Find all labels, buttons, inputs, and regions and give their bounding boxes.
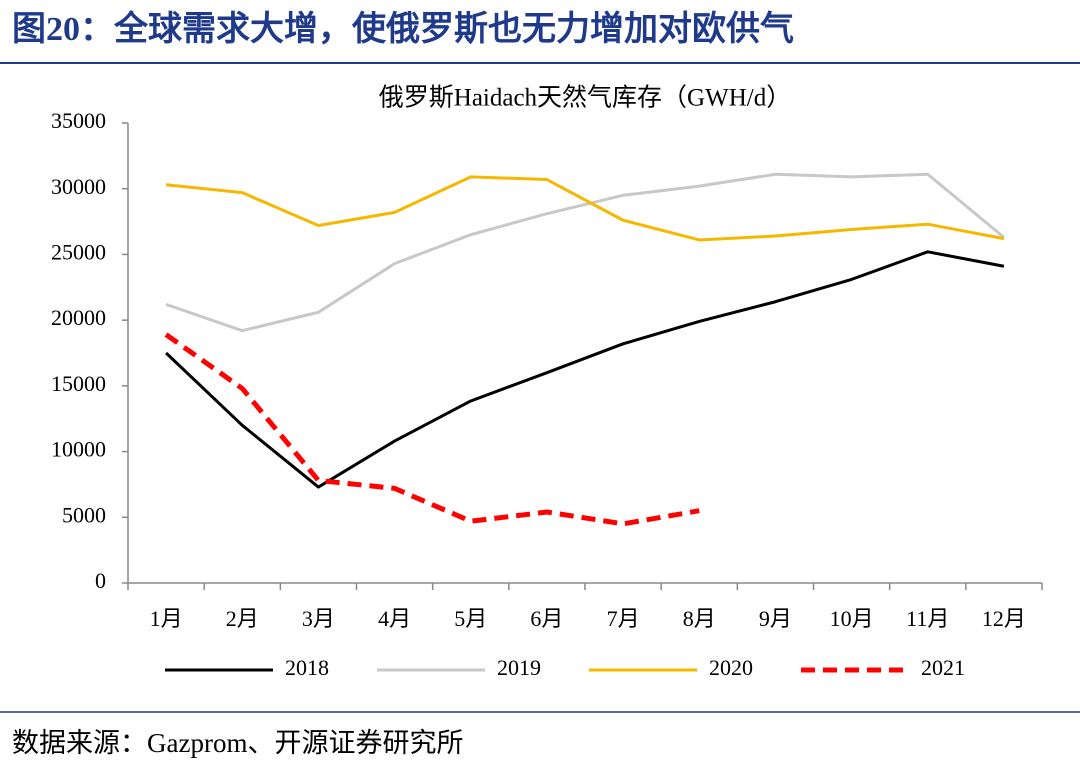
x-tick-label: 9月 bbox=[759, 606, 792, 631]
x-tick-label: 12月 bbox=[982, 606, 1026, 631]
legend-label: 2019 bbox=[497, 655, 541, 680]
source: 数据来源：Gazprom、开源证券研究所 bbox=[12, 728, 463, 758]
y-tick-label: 15000 bbox=[51, 371, 106, 396]
y-tick-label: 10000 bbox=[51, 437, 106, 462]
y-tick-label: 0 bbox=[95, 568, 106, 593]
chart-title: 俄罗斯Haidach天然气库存（GWH/d） bbox=[379, 84, 791, 112]
x-tick-label: 1月 bbox=[150, 606, 183, 631]
series-line bbox=[165, 250, 1005, 489]
x-tick-label: 7月 bbox=[607, 606, 640, 631]
series-line bbox=[165, 172, 1005, 333]
x-tick-label: 4月 bbox=[378, 606, 411, 631]
y-tick-label: 20000 bbox=[51, 305, 106, 330]
legend-label: 2021 bbox=[921, 655, 965, 680]
series-line bbox=[164, 332, 700, 527]
x-tick-label: 2月 bbox=[226, 606, 259, 631]
x-tick-label: 3月 bbox=[302, 606, 335, 631]
x-tick-label: 10月 bbox=[830, 606, 874, 631]
x-tick-label: 6月 bbox=[530, 606, 563, 631]
x-tick-label: 5月 bbox=[454, 606, 487, 631]
y-tick-label: 35000 bbox=[51, 108, 106, 133]
legend-label: 2018 bbox=[285, 655, 329, 680]
series-line bbox=[165, 175, 1005, 242]
x-tick-label: 8月 bbox=[683, 606, 716, 631]
figure-title: 图20：全球需求大增，使俄罗斯也无力增加对欧供气 bbox=[12, 9, 794, 48]
y-tick-label: 25000 bbox=[51, 239, 106, 264]
y-tick-label: 30000 bbox=[51, 174, 106, 199]
y-tick-label: 5000 bbox=[62, 502, 106, 527]
legend-label: 2020 bbox=[709, 655, 753, 680]
x-tick-label: 11月 bbox=[906, 606, 949, 631]
